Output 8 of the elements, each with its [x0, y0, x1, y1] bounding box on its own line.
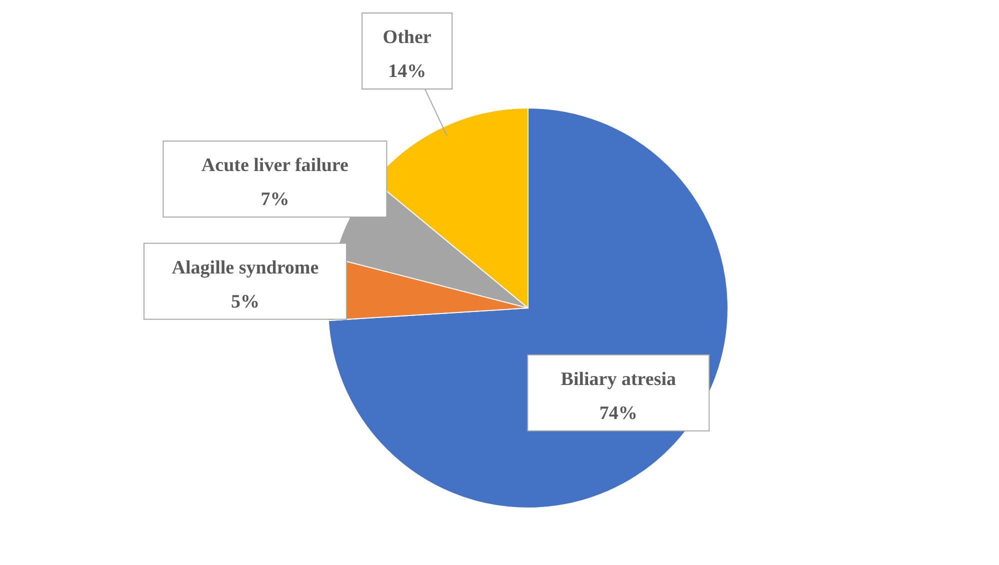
data-label: 5% [231, 291, 260, 312]
slice-label: Alagille syndrome [172, 257, 319, 278]
slice-label: Other [382, 27, 432, 48]
slice-label: Acute liver failure [201, 155, 348, 176]
data-label: 14% [388, 61, 426, 82]
slice-label: Biliary atresia [560, 368, 676, 390]
data-label: 74% [599, 402, 638, 424]
data-label: 7% [260, 189, 290, 210]
